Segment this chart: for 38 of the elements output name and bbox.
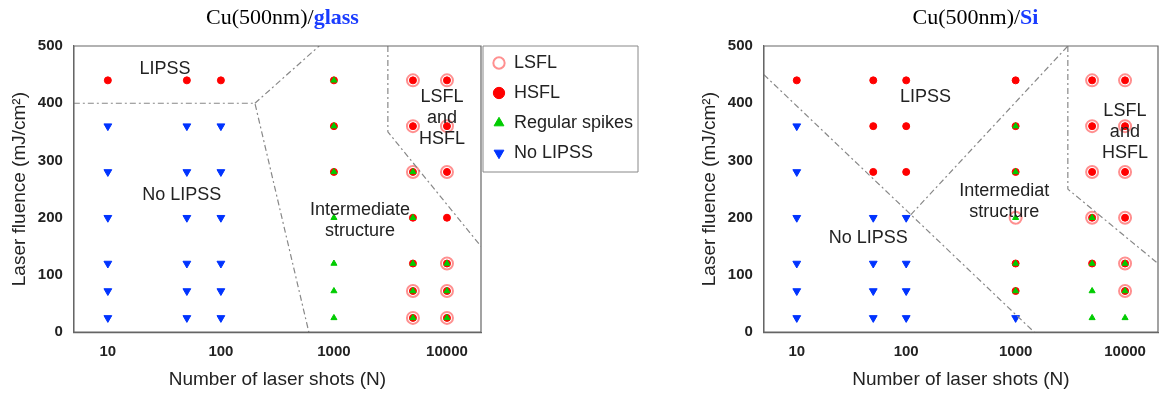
y-tick-label: 200 (727, 207, 753, 225)
chart-title: Cu(500nm)/Si (912, 4, 1039, 29)
annotation: Intermediate structure (310, 199, 411, 241)
x-tick-label: 10 (99, 342, 117, 360)
y-tick-label: 300 (727, 150, 753, 168)
x-tick-label: 100 (208, 342, 234, 360)
y-tick-label: 0 (54, 322, 63, 340)
y-tick-label: 500 (37, 36, 63, 54)
legend-label: No LIPSS (514, 141, 594, 162)
legend-label: LSFL (514, 51, 558, 72)
x-tick-label: 1000 (317, 342, 351, 360)
annotation: LIPSS (139, 57, 191, 78)
x-tick-label: 100 (893, 342, 919, 360)
chart-title: Cu(500nm)/glass (206, 4, 359, 29)
annotation: No LIPSS (142, 183, 222, 204)
y-tick-label: 400 (727, 93, 753, 111)
y-axis-title: Laser fluence (mJ/cm²) (7, 91, 29, 287)
x-tick-label: 10000 (426, 342, 468, 360)
y-tick-label: 300 (37, 150, 63, 168)
y-tick-label: 500 (727, 36, 753, 54)
legend-label: HSFL (514, 81, 561, 102)
y-axis-title: Laser fluence (mJ/cm²) (697, 91, 719, 287)
annotation: No LIPSS (828, 226, 908, 247)
x-tick-label: 10 (788, 342, 806, 360)
annotation: LSFL and HSFL (1101, 99, 1148, 162)
annotation: LSFL and HSFL (418, 85, 465, 148)
y-tick-label: 100 (37, 265, 63, 283)
y-tick-label: 400 (37, 93, 63, 111)
y-tick-label: 0 (744, 322, 753, 340)
x-tick-label: 1000 (998, 342, 1033, 360)
x-axis-title: Number of laser shots (N) (168, 367, 387, 389)
legend-label: Regular spikes (514, 111, 634, 132)
x-tick-label: 10000 (1104, 342, 1146, 360)
y-tick-label: 100 (727, 265, 753, 283)
annotation: LIPSS (899, 86, 951, 107)
annotation: Intermediat structure (959, 180, 1050, 222)
x-axis-title: Number of laser shots (N) (852, 367, 1070, 389)
y-tick-label: 200 (37, 207, 63, 225)
